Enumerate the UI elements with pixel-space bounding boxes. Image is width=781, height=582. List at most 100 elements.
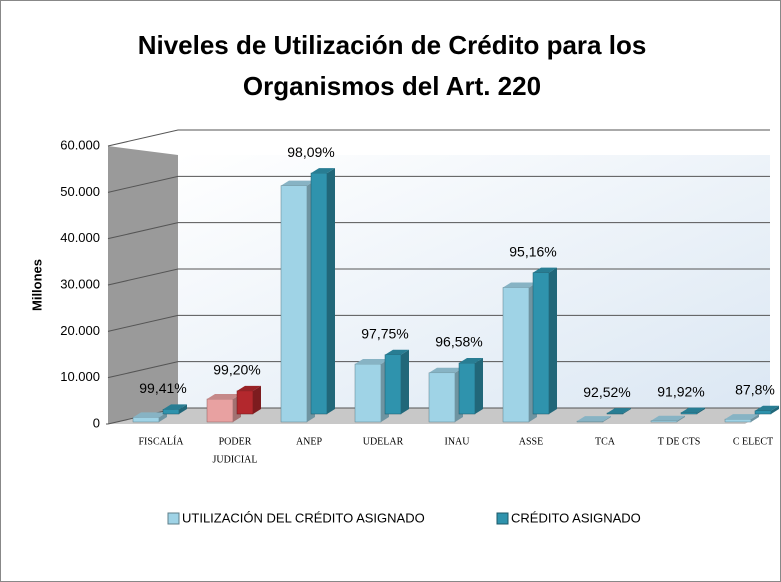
- bar-side: [623, 408, 631, 414]
- bar-side: [603, 416, 611, 422]
- bar-top: [385, 349, 409, 355]
- bar-side: [549, 267, 557, 414]
- grid-line: [107, 129, 770, 147]
- bar-top: [577, 416, 611, 422]
- bar-front: [280, 185, 308, 423]
- bar-side: [771, 405, 779, 414]
- y-tick-label: 50.000: [60, 184, 100, 199]
- x-tick-label: ASSE: [519, 436, 543, 447]
- bar-top: [355, 359, 389, 365]
- data-label: 91,92%: [657, 383, 704, 399]
- bar-front: [236, 390, 254, 415]
- bar-front: [606, 412, 624, 415]
- data-label: 99,20%: [213, 362, 260, 378]
- y-tick-label: 30.000: [60, 276, 100, 291]
- bar-front: [132, 417, 160, 423]
- chart-title: Niveles de Utilización de Crédito para l…: [138, 30, 647, 60]
- bar-side: [751, 414, 759, 422]
- bar-front: [206, 398, 234, 423]
- data-label: 87,8%: [735, 381, 775, 397]
- y-tick-label: 0: [93, 415, 100, 430]
- bar-front: [354, 363, 382, 423]
- bar-top: [281, 180, 315, 186]
- bar-front: [384, 354, 402, 415]
- grid-line: [107, 361, 770, 379]
- bar-front: [458, 362, 476, 415]
- chart-title: Organismos del Art. 220: [243, 71, 541, 101]
- bar: [650, 415, 685, 423]
- bar: [132, 412, 167, 423]
- bar-side: [253, 385, 261, 414]
- bar: [532, 267, 557, 415]
- y-tick-label: 60.000: [60, 137, 100, 152]
- bar: [576, 416, 611, 423]
- x-tick-label: C ELECT: [733, 436, 773, 447]
- bar-front: [724, 418, 752, 423]
- bar-side: [159, 412, 167, 422]
- grid-line: [107, 222, 770, 240]
- bar-side: [401, 349, 409, 414]
- bar: [162, 404, 187, 415]
- bar: [384, 349, 409, 415]
- bar-top: [237, 385, 261, 391]
- bar: [754, 405, 779, 415]
- bar-front: [680, 412, 698, 415]
- bar: [680, 407, 705, 415]
- x-tick-label: UDELAR: [363, 436, 404, 447]
- bar: [502, 282, 537, 423]
- bar-top: [429, 367, 463, 373]
- bar-front: [650, 420, 678, 423]
- data-label: 98,09%: [287, 144, 334, 160]
- y-axis-label: Millones: [29, 259, 44, 311]
- y-tick-label: 10.000: [60, 369, 100, 384]
- side-wall: [108, 146, 178, 424]
- bar-front: [576, 420, 604, 423]
- y-tick-label: 20.000: [60, 323, 100, 338]
- bar-side: [475, 358, 483, 414]
- x-tick-label: TCA: [595, 436, 616, 447]
- bar-side: [179, 404, 187, 414]
- bar-front: [310, 172, 328, 415]
- bar-top: [503, 282, 537, 288]
- bar-side: [327, 168, 335, 414]
- x-tick-label: PODER: [219, 436, 252, 447]
- x-tick-label: JUDICIAL: [213, 454, 258, 465]
- x-tick-label: INAU: [445, 436, 471, 447]
- y-tick-label: 40.000: [60, 230, 100, 245]
- grid-line: [107, 175, 770, 193]
- legend-label: CRÉDITO ASIGNADO: [511, 510, 641, 525]
- bar-top: [607, 408, 631, 414]
- bar-top: [755, 405, 779, 411]
- bar-side: [697, 407, 705, 414]
- legend-label: UTILIZACIÓN DEL CRÉDITO ASIGNADO: [182, 510, 425, 525]
- bar: [428, 367, 463, 423]
- data-label: 95,16%: [509, 243, 556, 259]
- bar-front: [162, 409, 180, 415]
- bar-top: [207, 394, 241, 400]
- bar-front: [754, 410, 772, 415]
- data-label: 96,58%: [435, 334, 482, 350]
- data-label: 92,52%: [583, 384, 630, 400]
- data-label: 97,75%: [361, 325, 408, 341]
- x-tick-label: ANEP: [296, 436, 323, 447]
- bar: [236, 385, 261, 415]
- bar: [280, 180, 315, 423]
- bar: [606, 408, 631, 415]
- x-tick-label: T DE CTS: [658, 436, 701, 447]
- bar: [206, 394, 241, 423]
- legend-swatch: [496, 512, 509, 525]
- bar-top: [311, 168, 335, 174]
- bar-top: [725, 414, 759, 420]
- bar-top: [163, 404, 187, 410]
- bar-front: [502, 287, 530, 423]
- bar-front: [428, 372, 456, 423]
- data-label: 99,41%: [139, 380, 186, 396]
- bar: [458, 358, 483, 415]
- bar-side: [677, 415, 685, 422]
- bar-top: [681, 407, 705, 413]
- bar-top: [459, 358, 483, 364]
- bar-top: [651, 415, 685, 421]
- bar: [354, 359, 389, 423]
- bar: [724, 414, 759, 423]
